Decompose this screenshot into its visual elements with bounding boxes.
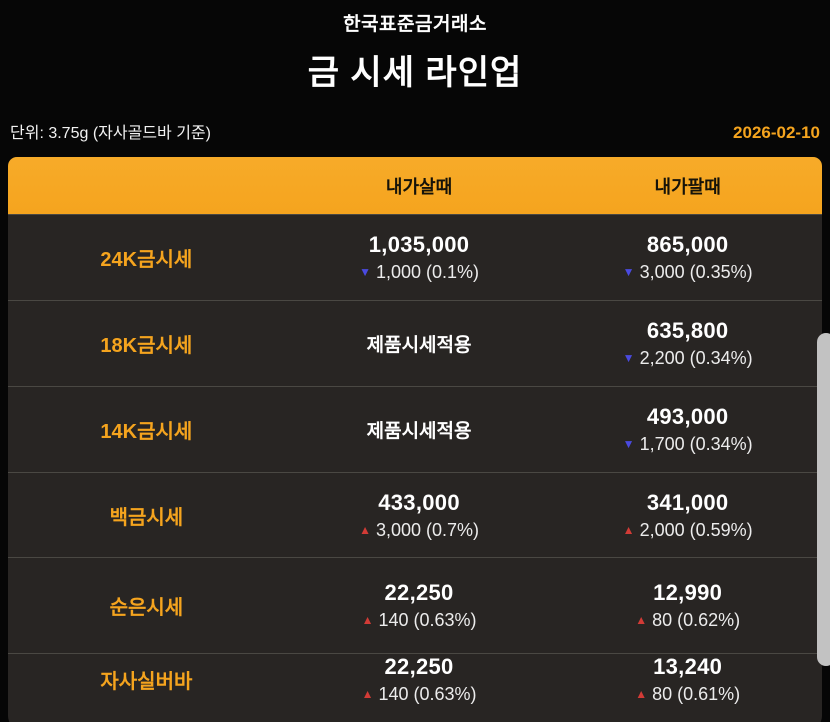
change-text: 3,000 (0.7%) [375, 519, 480, 540]
table-header-row: 내가살때 내가팔때 [8, 157, 822, 214]
buy-change: ▲ 140 (0.63%) [285, 610, 554, 631]
meta-bar: 단위: 3.75g (자사골드바 기준) 2026-02-10 [0, 119, 830, 143]
buy-note: 제품시세적용 [366, 335, 472, 356]
up-triangle-icon: ▲ [635, 613, 648, 627]
change-text: 3,000 (0.35%) [639, 262, 753, 282]
page-header: 한국표준금거래소 금 시세 라인업 [0, 0, 830, 94]
change-text: 2,200 (0.34%) [639, 348, 753, 368]
down-triangle-icon: ▼ [622, 351, 635, 365]
change-text: 80 (0.61%) [652, 684, 741, 704]
table-row-silverbar: 자사실버바 22,250 ▲ 140 (0.63%) 13,240 ▲ 80 (0.… [8, 653, 822, 705]
buy-change: ▼ 1,000 (0.1%) [285, 262, 554, 283]
down-triangle-icon: ▼ [359, 265, 371, 279]
table-row-24k: 24K금시세 1,035,000 ▼ 1,000 (0.1%) 865,000 ▼… [8, 214, 822, 300]
up-triangle-icon: ▲ [622, 522, 635, 537]
change-text: 1,000 (0.1%) [375, 262, 480, 282]
buy-cell: 제품시세적용 [285, 330, 554, 357]
buy-change: ▲ 3,000 (0.7%) [285, 520, 554, 541]
sell-change: ▲ 80 (0.62%) [553, 610, 822, 631]
change-text: 80 (0.62%) [652, 610, 741, 630]
up-triangle-icon: ▲ [635, 687, 648, 701]
sell-price: 493,000 [646, 404, 729, 429]
column-header-sell: 내가팔때 [654, 176, 721, 197]
buy-note: 제품시세적용 [366, 421, 472, 442]
up-triangle-icon: ▲ [359, 522, 371, 537]
table-row-14k: 14K금시세 제품시세적용 493,000 ▼ 1,700 (0.34%) [8, 386, 822, 472]
row-label: 백금시세 [109, 506, 184, 529]
table-row-18k: 18K금시세 제품시세적용 635,800 ▼ 2,200 (0.34%) [8, 300, 822, 386]
sell-cell: 493,000 ▼ 1,700 (0.34%) [553, 404, 822, 455]
sell-price: 635,800 [646, 318, 729, 343]
buy-price: 433,000 [378, 489, 460, 515]
sell-change: ▲ 2,000 (0.59%) [553, 520, 822, 541]
table-row-silver: 순은시세 22,250 ▲ 140 (0.63%) 12,990 ▲ 80 (0.6… [8, 557, 822, 653]
column-header-buy: 내가살때 [385, 176, 453, 197]
buy-cell: 1,035,000 ▼ 1,000 (0.1%) [285, 232, 554, 283]
scrollbar-thumb[interactable] [817, 333, 830, 666]
buy-price: 1,035,000 [368, 232, 470, 257]
price-table: 내가살때 내가팔때 24K금시세 1,035,000 ▼ 1,000 (0.1%)… [8, 157, 822, 722]
buy-cell: 433,000 ▲ 3,000 (0.7%) [285, 490, 554, 541]
change-text: 140 (0.63%) [378, 610, 477, 630]
sell-cell: 635,800 ▼ 2,200 (0.34%) [553, 318, 822, 369]
sell-price: 13,240 [653, 654, 723, 679]
up-triangle-icon: ▲ [361, 687, 374, 701]
sell-cell: 13,240 ▲ 80 (0.61%) [553, 654, 822, 705]
buy-price: 22,250 [384, 580, 454, 605]
sell-cell: 341,000 ▲ 2,000 (0.59%) [553, 490, 822, 541]
row-label: 순은시세 [109, 597, 184, 619]
buy-price: 22,250 [384, 654, 454, 679]
sell-price: 341,000 [646, 489, 729, 515]
row-label: 자사실버바 [100, 671, 193, 693]
sell-change: ▼ 2,200 (0.34%) [553, 348, 822, 369]
table-row-platinum: 백금시세 433,000 ▲ 3,000 (0.7%) 341,000 ▲ 2,00… [8, 472, 822, 557]
change-text: 140 (0.63%) [378, 684, 477, 704]
exchange-name: 한국표준금거래소 [343, 14, 487, 35]
buy-cell: 제품시세적용 [285, 416, 554, 443]
down-triangle-icon: ▼ [622, 437, 635, 451]
sell-change: ▼ 1,700 (0.34%) [553, 434, 822, 455]
change-text: 1,700 (0.34%) [639, 434, 753, 454]
row-label: 24K금시세 [100, 249, 193, 271]
page-title: 금 시세 라인업 [307, 54, 523, 92]
buy-cell: 22,250 ▲ 140 (0.63%) [285, 654, 554, 705]
sell-change: ▲ 80 (0.61%) [553, 684, 822, 705]
row-label: 14K금시세 [100, 421, 193, 443]
sell-cell: 12,990 ▲ 80 (0.62%) [553, 580, 822, 631]
row-label: 18K금시세 [100, 335, 193, 357]
buy-change: ▲ 140 (0.63%) [285, 684, 554, 705]
unit-label: 단위: 3.75g (자사골드바 기준) [10, 125, 211, 142]
sell-change: ▼ 3,000 (0.35%) [553, 262, 822, 283]
up-triangle-icon: ▲ [361, 613, 374, 627]
sell-cell: 865,000 ▼ 3,000 (0.35%) [553, 232, 822, 283]
sell-price: 12,990 [653, 580, 723, 605]
price-date: 2026-02-10 [733, 123, 820, 142]
buy-cell: 22,250 ▲ 140 (0.63%) [285, 580, 554, 631]
sell-price: 865,000 [646, 232, 729, 257]
down-triangle-icon: ▼ [622, 265, 635, 279]
change-text: 2,000 (0.59%) [639, 519, 753, 540]
